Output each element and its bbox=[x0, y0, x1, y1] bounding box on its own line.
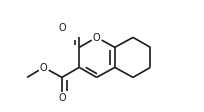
Text: O: O bbox=[93, 33, 100, 43]
Text: O: O bbox=[58, 93, 66, 102]
Text: O: O bbox=[58, 23, 66, 33]
Text: O: O bbox=[40, 63, 48, 73]
